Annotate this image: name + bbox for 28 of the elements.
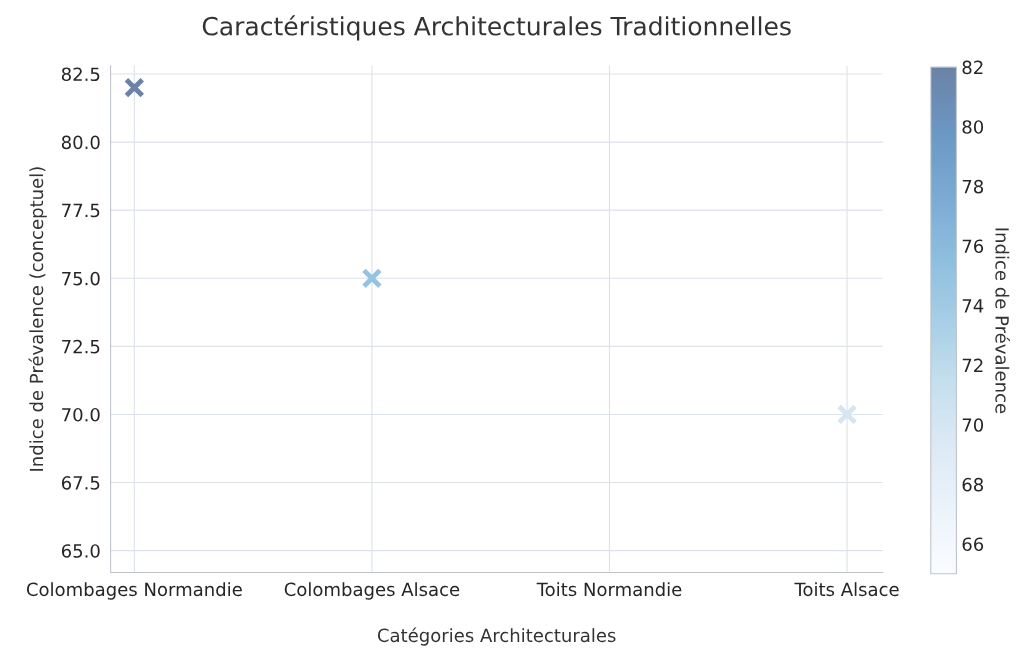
color-bar-label: 66 [962,537,984,552]
color-bar-label: 74 [962,299,984,313]
color-bar-label: 82 [962,60,983,75]
point [361,267,383,289]
point [836,404,858,425]
point [124,77,145,98]
y-tick-label: 82.5 [61,67,100,82]
y-tick-label: 72.5 [62,339,100,354]
color-bar-label: 72 [962,358,983,373]
x-tick-label: Colombages Alsace [284,582,460,600]
y-tick-label: 67.5 [61,476,100,490]
color-bar-title: Indice de Prévalence [995,228,1010,414]
y-tick-label: 77.5 [62,203,100,218]
color-bar-label: 68 [962,477,984,492]
y-tick-label: 65.0 [61,544,100,558]
y-tick-label: 80.0 [61,135,100,150]
y-axis-title: Indice de Prévalence (conceptuel) [28,167,47,471]
y-tick-label: 70.0 [62,407,100,422]
x-tick-label: Toits Normandie [536,582,682,597]
x-tick-label: Toits Alsace [794,582,899,597]
y-tick-label: 75.0 [62,271,100,286]
color-bar-label: 76 [962,239,984,254]
color-bar-label: 80 [962,120,984,134]
x-tick-label: Colombages Normandie [26,582,242,600]
color-bar-label: 78 [962,179,984,194]
color-bar-label: 70 [962,418,984,432]
chart-title: Caractéristiques Architecturales Traditionnelles [202,15,791,41]
x-axis-title: Catégories Architecturales [377,627,616,646]
